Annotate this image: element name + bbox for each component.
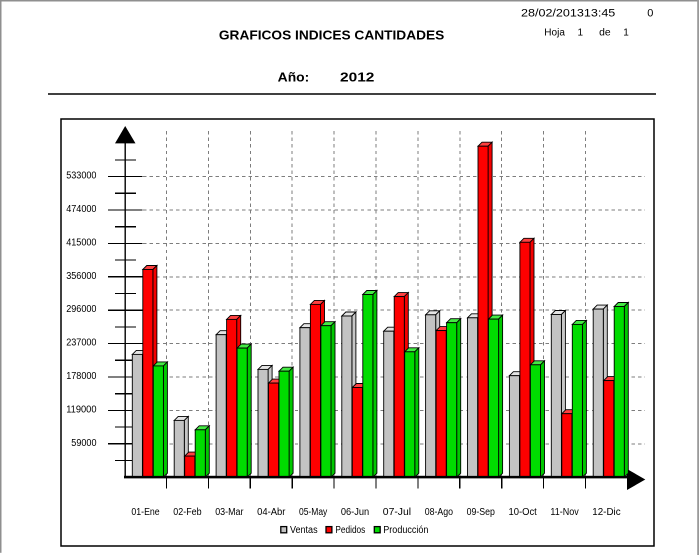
- svg-text:09-Sep: 09-Sep: [467, 507, 496, 518]
- svg-text:Hoja: Hoja: [544, 28, 565, 39]
- svg-text:533000: 533000: [66, 171, 97, 182]
- svg-text:1: 1: [623, 28, 629, 39]
- svg-text:12-Dic: 12-Dic: [592, 507, 620, 518]
- svg-text:Pedidos: Pedidos: [335, 525, 365, 536]
- svg-text:10-Oct: 10-Oct: [509, 507, 538, 518]
- svg-text:02-Feb: 02-Feb: [173, 507, 202, 518]
- svg-text:296000: 296000: [66, 304, 97, 315]
- svg-text:03-Mar: 03-Mar: [215, 507, 244, 518]
- svg-text:01-Ene: 01-Ene: [131, 507, 160, 518]
- svg-text:GRAFICOS INDICES CANTIDADES: GRAFICOS INDICES CANTIDADES: [219, 28, 445, 43]
- svg-text:356000: 356000: [66, 271, 97, 282]
- svg-text:de: de: [599, 28, 611, 39]
- svg-text:05-May: 05-May: [299, 507, 327, 518]
- svg-text:07-Jul: 07-Jul: [383, 507, 411, 518]
- svg-text:04-Abr: 04-Abr: [257, 507, 286, 518]
- svg-text:Año:: Año:: [278, 70, 310, 85]
- svg-text:237000: 237000: [66, 338, 97, 349]
- svg-text:0: 0: [647, 8, 653, 20]
- svg-text:28/02/201313:45: 28/02/201313:45: [521, 8, 615, 20]
- svg-text:59000: 59000: [71, 438, 97, 449]
- svg-text:08-Ago: 08-Ago: [425, 507, 454, 518]
- svg-text:119000: 119000: [66, 404, 97, 415]
- svg-text:Producción: Producción: [383, 525, 428, 536]
- svg-text:11-Nov: 11-Nov: [550, 507, 578, 518]
- svg-text:Ventas: Ventas: [290, 525, 318, 536]
- svg-text:415000: 415000: [66, 237, 97, 248]
- svg-text:2012: 2012: [340, 70, 374, 85]
- svg-text:474000: 474000: [66, 204, 97, 215]
- svg-text:178000: 178000: [66, 371, 97, 382]
- svg-text:06-Jun: 06-Jun: [341, 507, 369, 518]
- svg-text:1: 1: [578, 28, 584, 39]
